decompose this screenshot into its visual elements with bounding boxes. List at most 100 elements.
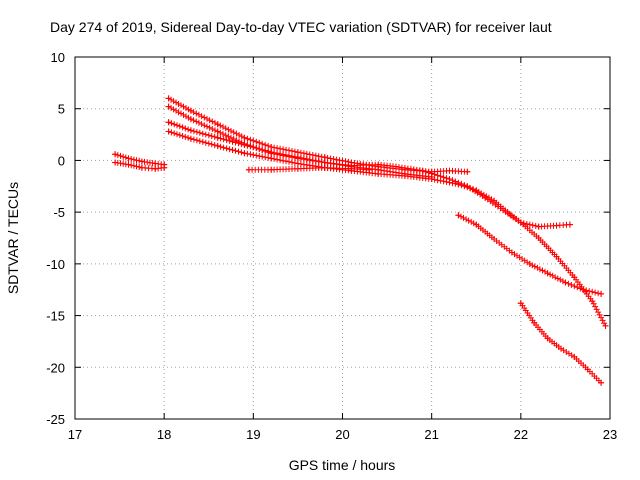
data-point bbox=[187, 127, 194, 134]
data-point bbox=[214, 134, 221, 141]
data-point bbox=[348, 165, 355, 172]
data-point bbox=[491, 197, 498, 204]
data-point bbox=[419, 167, 426, 174]
data-point bbox=[152, 165, 159, 172]
data-point bbox=[535, 235, 542, 241]
data-point bbox=[294, 160, 301, 167]
data-point bbox=[268, 149, 275, 156]
y-axis-title: SDTVAR / TECUs bbox=[5, 182, 21, 294]
series-markers bbox=[165, 128, 573, 230]
data-point bbox=[112, 151, 119, 158]
data-point bbox=[294, 165, 301, 172]
data-point bbox=[473, 221, 480, 228]
data-point bbox=[464, 168, 471, 175]
data-point bbox=[241, 141, 248, 148]
data-point bbox=[152, 160, 159, 167]
data-point bbox=[562, 279, 569, 286]
series-markers bbox=[517, 300, 605, 386]
data-point bbox=[375, 170, 382, 177]
data-point bbox=[366, 166, 373, 173]
data-point bbox=[571, 353, 578, 360]
x-tick-label: 18 bbox=[157, 427, 171, 442]
y-tick-label: 10 bbox=[51, 50, 65, 65]
data-point bbox=[598, 290, 605, 297]
data-point bbox=[401, 172, 408, 179]
tick-labels: 17 18 19 20 21 22 23 10 5 0 -5 -10 -15 -20 -25 bbox=[46, 50, 617, 442]
data-point bbox=[455, 212, 462, 219]
data-point bbox=[165, 119, 172, 126]
data-point bbox=[165, 128, 172, 135]
data-point bbox=[553, 253, 560, 260]
data-point bbox=[214, 142, 221, 149]
data-point bbox=[571, 274, 578, 281]
x-tick-label: 21 bbox=[424, 427, 438, 442]
data-point bbox=[165, 95, 172, 102]
data-point bbox=[589, 298, 596, 305]
series-arc1 bbox=[112, 151, 168, 168]
grid bbox=[75, 57, 610, 419]
data-point bbox=[428, 176, 435, 182]
data-point bbox=[241, 134, 248, 141]
data-point bbox=[504, 209, 511, 216]
data-point bbox=[535, 223, 542, 230]
data-point bbox=[214, 121, 221, 128]
data-point bbox=[125, 161, 132, 168]
data-point bbox=[375, 161, 382, 168]
x-tick-label: 17 bbox=[68, 427, 82, 442]
data-point bbox=[580, 286, 587, 293]
data-point bbox=[321, 154, 328, 161]
x-axis-title: GPS time / hours bbox=[289, 457, 396, 473]
data-point bbox=[321, 164, 328, 171]
data-point bbox=[517, 300, 524, 307]
data-point bbox=[165, 103, 172, 110]
data-point bbox=[566, 221, 573, 228]
data-point bbox=[268, 155, 275, 162]
data-point bbox=[553, 222, 560, 229]
data-point bbox=[187, 116, 194, 123]
data-point bbox=[138, 158, 145, 165]
data-point bbox=[526, 260, 533, 267]
x-tick-label: 22 bbox=[514, 427, 528, 442]
y-tick-label: -10 bbox=[46, 257, 65, 272]
data-point bbox=[138, 164, 145, 171]
data-point bbox=[544, 270, 551, 277]
data-point bbox=[455, 181, 462, 188]
data-point bbox=[245, 166, 252, 173]
data-point bbox=[214, 128, 221, 135]
y-tick-label: -20 bbox=[46, 360, 65, 375]
data-point bbox=[598, 379, 605, 386]
series-arc6 bbox=[165, 128, 573, 230]
data-point bbox=[294, 154, 301, 161]
series-arc9 bbox=[517, 300, 605, 386]
data-point bbox=[321, 159, 328, 166]
series-arc2 bbox=[112, 159, 168, 172]
data-point bbox=[112, 159, 119, 166]
data-point bbox=[558, 345, 564, 352]
data-point bbox=[125, 155, 132, 162]
y-tick-label: 0 bbox=[58, 153, 65, 168]
data-point bbox=[241, 150, 248, 157]
data-point bbox=[187, 107, 194, 114]
data-point bbox=[473, 187, 480, 194]
x-tick-label: 20 bbox=[335, 427, 349, 442]
data-markers bbox=[112, 95, 609, 386]
data-point bbox=[294, 149, 301, 156]
data-point bbox=[544, 335, 551, 342]
data-point bbox=[602, 322, 609, 329]
plot-frame bbox=[74, 56, 611, 420]
data-point bbox=[446, 167, 453, 174]
data-point bbox=[491, 236, 498, 242]
series-arc8 bbox=[455, 212, 605, 297]
data-point bbox=[517, 219, 524, 226]
y-tick-label: -5 bbox=[53, 205, 65, 220]
y-tick-label: -15 bbox=[46, 309, 65, 324]
x-tick-label: 23 bbox=[603, 427, 617, 442]
data-point bbox=[508, 249, 515, 256]
data-point bbox=[268, 166, 275, 173]
chart-title: Day 274 of 2019, Sidereal Day-to-day VTE… bbox=[50, 19, 552, 35]
data-point bbox=[268, 144, 275, 150]
series-arc7 bbox=[245, 164, 373, 173]
y-tick-label: -25 bbox=[46, 412, 65, 427]
data-point bbox=[161, 164, 168, 171]
